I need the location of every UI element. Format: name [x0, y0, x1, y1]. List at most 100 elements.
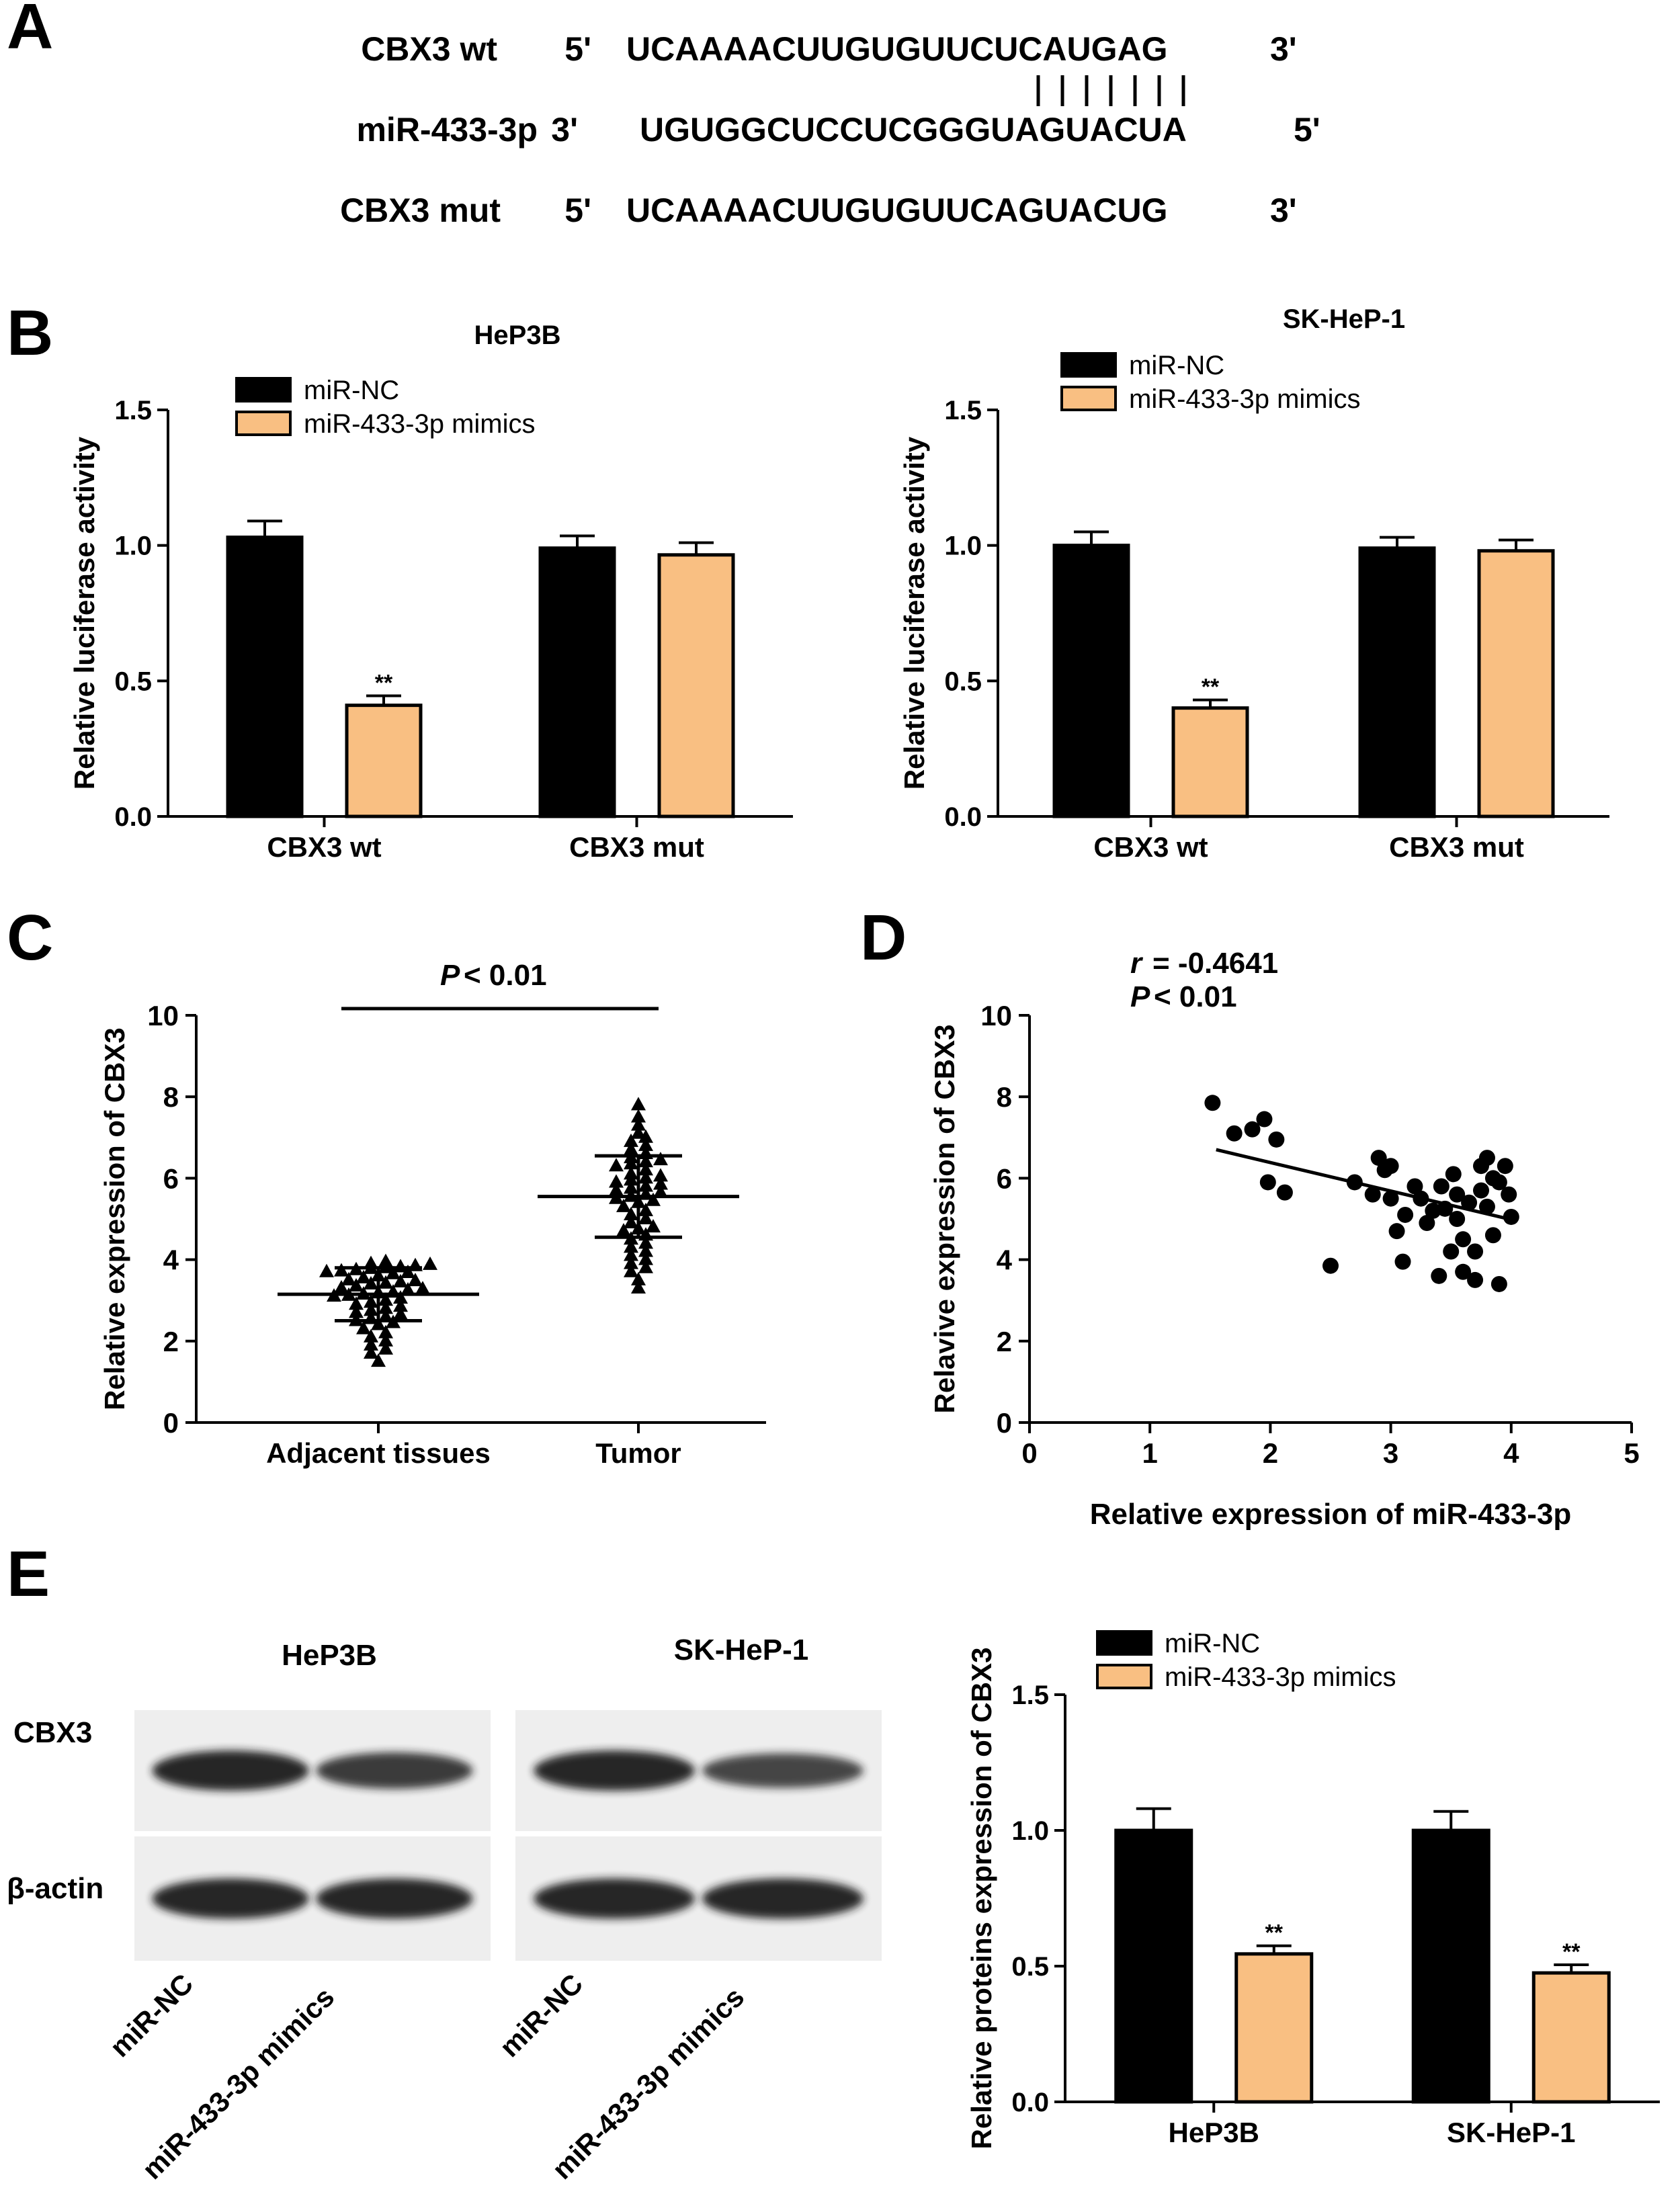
data-point — [364, 1337, 378, 1351]
x-tick-label: Adjacent tissues — [266, 1437, 491, 1469]
data-point — [378, 1332, 393, 1347]
cbx3-expression-scatter: 0 2 4 6 8 10 Relative expression of CBX3 Adjace… — [99, 959, 766, 1469]
data-point — [1443, 1243, 1460, 1260]
data-point — [378, 1275, 393, 1289]
data-point — [1455, 1231, 1472, 1248]
panel-letter-e: E — [7, 1538, 50, 1610]
x-tick-label: 2 — [1263, 1437, 1278, 1469]
p-value: < 0.01 — [464, 959, 547, 992]
data-point — [378, 1308, 393, 1322]
data-point — [378, 1300, 393, 1314]
seq-label-mut: CBX3 mut — [340, 192, 501, 229]
p-symbol: P — [1130, 980, 1150, 1013]
y-tick-label: 0 — [997, 1407, 1012, 1439]
seq-label-wt: CBX3 wt — [361, 30, 497, 68]
x-tick-label: 0 — [1021, 1437, 1037, 1469]
data-point — [1467, 1243, 1484, 1260]
seq-prime3-mut: 3' — [1270, 192, 1297, 229]
data-point — [364, 1302, 378, 1316]
data-point — [364, 1328, 378, 1343]
y-tick-label: 10 — [980, 1000, 1012, 1031]
seq-wt: UCAAAACUUGUGUUCUCAUGAG — [626, 30, 1168, 68]
y-tick-label: 6 — [163, 1162, 179, 1194]
legend-swatch — [1096, 1664, 1152, 1689]
bar — [1411, 1828, 1490, 2104]
x-tick-label: Tumor — [595, 1437, 681, 1469]
data-point — [364, 1345, 378, 1359]
data-point — [349, 1304, 364, 1318]
protein-expression-chart: 0.0 0.5 1.0 1.5 Relative proteins expression… — [966, 1629, 1660, 2149]
data-point — [1501, 1186, 1517, 1203]
data-point — [415, 1281, 430, 1295]
data-point — [638, 1235, 653, 1249]
data-point — [638, 1137, 653, 1151]
data-point — [386, 1265, 401, 1279]
luciferase-chart-hep3b: HeP3B 0.0 0.5 1.0 1.5 Relative luciferase act… — [69, 321, 793, 863]
legend-swatch — [1096, 1630, 1152, 1656]
y-tick-label: 0.0 — [1011, 2088, 1049, 2117]
data-point — [624, 1247, 638, 1261]
y-tick-label: 1.0 — [944, 532, 982, 561]
data-point — [1276, 1184, 1293, 1201]
seq-mir: UGUGGCUCCUCGGGUAGUACUA — [640, 111, 1187, 149]
y-tick-label: 0.0 — [944, 802, 982, 832]
data-point — [631, 1280, 646, 1294]
lane-label: miR-NC — [493, 1967, 589, 2063]
x-tick-label: CBX3 mut — [569, 831, 704, 863]
data-point — [1256, 1111, 1273, 1128]
y-tick-label: 2 — [163, 1326, 179, 1357]
r-value: = -0.4641 — [1152, 947, 1278, 980]
data-point — [1467, 1271, 1484, 1288]
significance-mark: ** — [1265, 1920, 1284, 1946]
y-tick-label: 1.5 — [944, 396, 982, 425]
legend-label: miR-NC — [1129, 351, 1224, 380]
data-point — [609, 1182, 624, 1196]
protein-band — [152, 1878, 309, 1919]
x-tick-label: 5 — [1624, 1437, 1639, 1469]
y-axis-label: Relative expression of CBX3 — [99, 1027, 130, 1410]
seq-prime5-wt: 5' — [564, 30, 591, 68]
legend-swatch — [1060, 386, 1117, 411]
x-tick-label: CBX3 wt — [1093, 831, 1208, 863]
y-tick-label: 4 — [997, 1244, 1013, 1276]
data-point — [1244, 1121, 1261, 1138]
data-point — [624, 1166, 638, 1180]
legend-label: miR-433-3p mimics — [1165, 1662, 1396, 1692]
data-point — [423, 1256, 437, 1270]
data-point — [609, 1158, 624, 1172]
data-point — [393, 1290, 408, 1304]
blot-title: HeP3B — [282, 1639, 377, 1672]
data-point — [349, 1277, 364, 1291]
panel-letter-d: D — [860, 902, 907, 974]
data-point — [356, 1320, 371, 1334]
y-tick-label: 1.5 — [114, 396, 152, 425]
x-tick-label: HeP3B — [1169, 2117, 1259, 2148]
chart-title: SK-HeP-1 — [1283, 304, 1405, 334]
data-point — [1425, 1202, 1441, 1219]
data-point — [378, 1292, 393, 1306]
panel-letter-b: B — [7, 297, 53, 369]
data-point — [393, 1259, 408, 1273]
data-point — [653, 1184, 668, 1198]
x-axis-label: Relative expression of miR-433-3p — [1090, 1498, 1571, 1531]
data-point — [624, 1263, 638, 1277]
bar — [1477, 549, 1555, 818]
legend-swatch — [235, 377, 292, 402]
data-point — [401, 1282, 415, 1296]
y-tick-label: 1.0 — [1011, 1816, 1049, 1846]
bar — [1114, 1828, 1193, 2104]
data-point — [638, 1243, 653, 1257]
sequence-alignment: CBX3 wt 5' UCAAAACUUGUGUUCUCAUGAG 3' miR… — [340, 30, 1320, 229]
legend-swatch — [235, 411, 292, 436]
data-point — [1484, 1170, 1501, 1187]
significance-mark: ** — [375, 671, 393, 696]
seq-prime5-mut: 5' — [564, 192, 591, 229]
data-point — [393, 1298, 408, 1312]
blot-row-label: CBX3 — [13, 1716, 92, 1749]
legend-swatch — [1060, 352, 1117, 378]
data-point — [646, 1192, 661, 1206]
protein-band — [534, 1878, 696, 1919]
data-point — [1397, 1206, 1414, 1223]
r-symbol: r — [1130, 947, 1144, 980]
